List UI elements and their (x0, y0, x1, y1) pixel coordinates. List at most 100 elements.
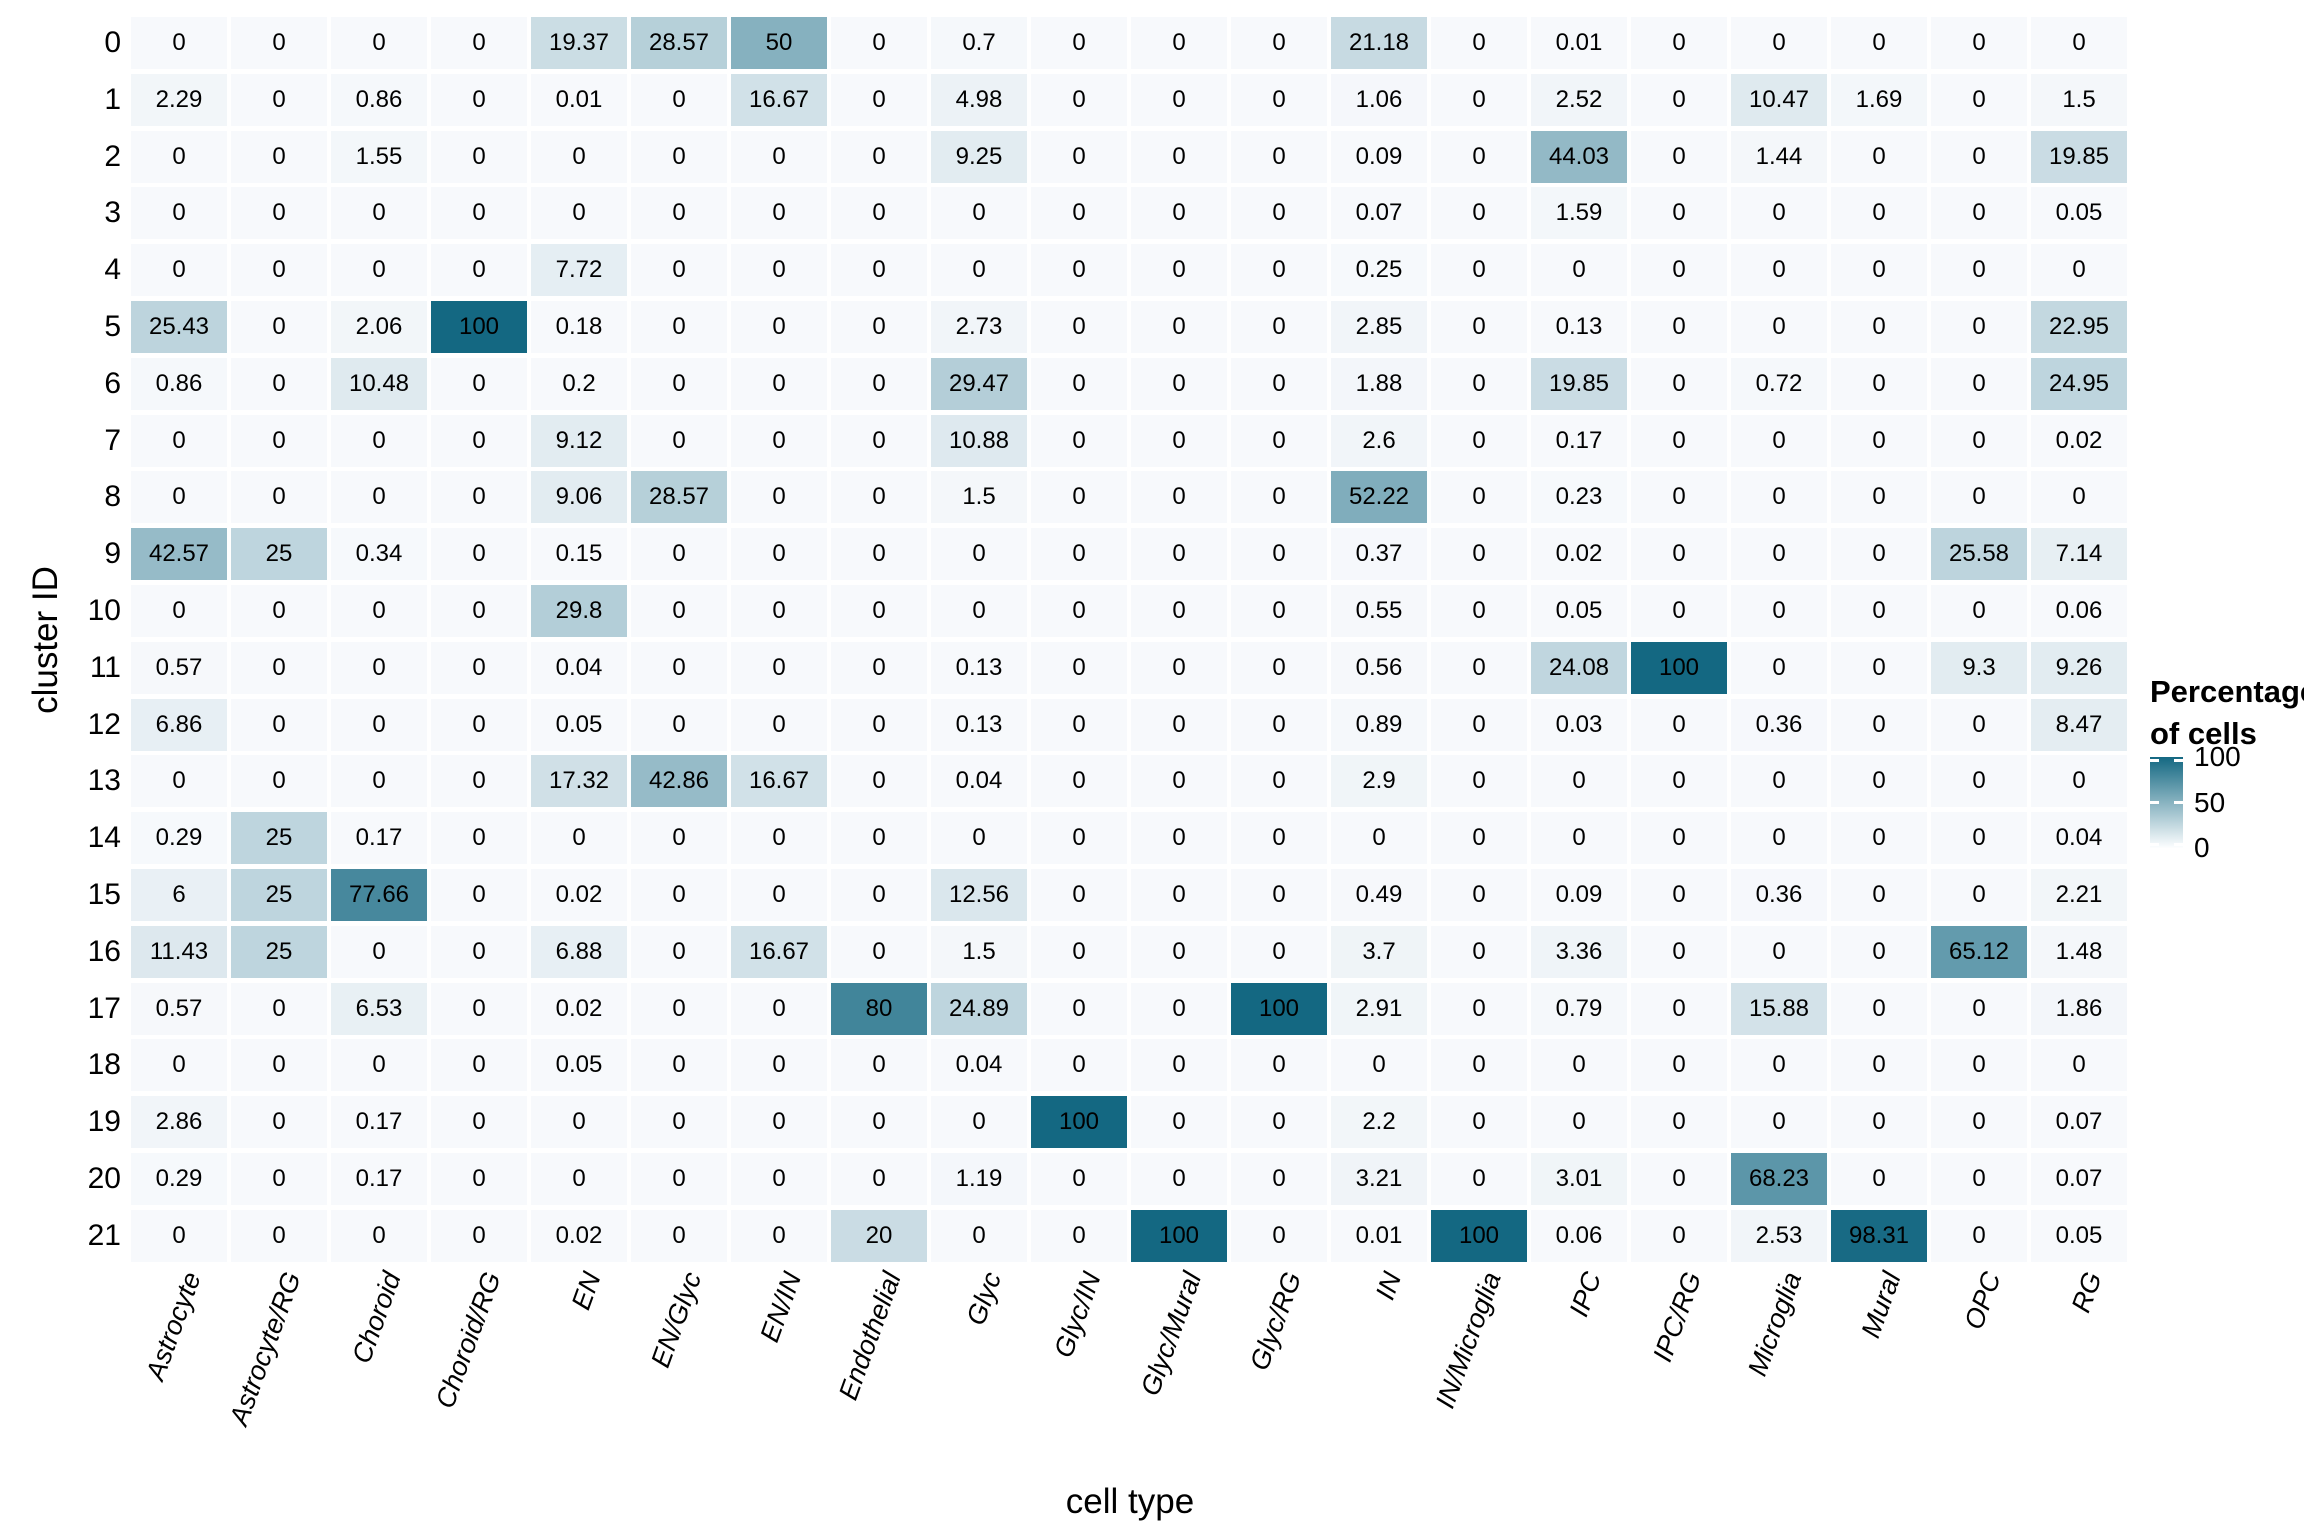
heatmap-cell: 24.08 (1531, 641, 1627, 694)
heatmap-cell: 0 (1931, 357, 2027, 410)
heatmap-cell: 0 (1731, 584, 1827, 637)
heatmap-cell: 0 (831, 300, 927, 353)
heatmap-cell: 0 (931, 187, 1027, 240)
heatmap-cell: 0 (331, 187, 427, 240)
heatmap-cell: 100 (1231, 982, 1327, 1035)
heatmap-cell: 25.43 (131, 300, 227, 353)
x-tick-label: IN (1369, 1268, 1408, 1304)
heatmap-cell: 0 (1431, 17, 1527, 69)
heatmap-cell: 16.67 (731, 755, 827, 808)
heatmap-cell: 0 (1231, 17, 1327, 69)
heatmap-cell: 0 (1431, 868, 1527, 921)
heatmap-cell: 9.25 (931, 130, 1027, 183)
y-tick-label: 12 (87, 707, 121, 741)
heatmap-cell: 22.95 (2031, 300, 2127, 353)
heatmap-cell: 0 (1031, 982, 1127, 1035)
heatmap-cell: 42.57 (131, 528, 227, 581)
heatmap-cell: 0 (1931, 1096, 2027, 1149)
heatmap-cell: 0.05 (531, 698, 627, 751)
heatmap-cell: 0.07 (1331, 187, 1427, 240)
heatmap-cell: 1.44 (1731, 130, 1827, 183)
heatmap-cell: 1.59 (1531, 187, 1627, 240)
heatmap-cell: 24.89 (931, 982, 1027, 1035)
heatmap-cell: 0 (1631, 982, 1727, 1035)
heatmap-cell: 0 (731, 414, 827, 467)
heatmap-cell: 0 (631, 868, 727, 921)
heatmap-cell: 3.36 (1531, 925, 1627, 978)
y-tick-label: 17 (87, 991, 121, 1025)
heatmap-cell: 0 (1931, 755, 2027, 808)
y-tick-label: 0 (104, 26, 121, 59)
heatmap-cell: 0 (1031, 812, 1127, 865)
heatmap-cell: 0 (1731, 244, 1827, 297)
heatmap-cell: 0 (1031, 1039, 1127, 1092)
heatmap-cell: 3.01 (1531, 1152, 1627, 1205)
heatmap-cell: 0 (1631, 812, 1727, 865)
heatmap-cell: 0 (1131, 1152, 1227, 1205)
heatmap-cell: 0.09 (1331, 130, 1427, 183)
heatmap-cell: 0 (1531, 812, 1627, 865)
heatmap-cell: 0 (1931, 187, 2027, 240)
heatmap-cell: 0 (1931, 868, 2027, 921)
heatmap-cell: 9.3 (1931, 641, 2027, 694)
heatmap-cell: 0 (631, 414, 727, 467)
heatmap-cell: 2.73 (931, 300, 1027, 353)
heatmap-cell: 0 (731, 698, 827, 751)
heatmap-cell: 0 (1631, 528, 1727, 581)
heatmap-cell: 0 (1831, 982, 1927, 1035)
heatmap-cell: 0 (1031, 471, 1127, 524)
heatmap-cell: 0 (731, 244, 827, 297)
heatmap-cell: 1.5 (931, 471, 1027, 524)
legend-tick-mark (2174, 843, 2183, 846)
heatmap-cell: 0 (1631, 357, 1727, 410)
heatmap-cell: 3.21 (1331, 1152, 1427, 1205)
heatmap-cell: 0.7 (931, 17, 1027, 69)
heatmap-cell: 0 (831, 414, 927, 467)
heatmap-cell: 0 (1831, 1152, 1927, 1205)
heatmap-cell: 0 (131, 1039, 227, 1092)
heatmap-cell: 25 (231, 812, 327, 865)
heatmap-cell: 0 (1931, 1209, 2027, 1262)
heatmap-cell: 0 (1931, 698, 2027, 751)
heatmap-cell: 2.85 (1331, 300, 1427, 353)
heatmap-cell: 0 (1131, 528, 1227, 581)
heatmap-cell: 1.5 (2031, 73, 2127, 126)
legend-tick-label: 50 (2194, 786, 2226, 818)
heatmap-cell: 0 (431, 1039, 527, 1092)
heatmap-cell: 0 (1131, 1039, 1227, 1092)
heatmap-cell: 0 (1431, 925, 1527, 978)
heatmap-cell: 0.07 (2031, 1096, 2127, 1149)
heatmap-cell: 1.19 (931, 1152, 1027, 1205)
heatmap-cell: 0 (631, 584, 727, 637)
heatmap-cell: 0 (1231, 812, 1327, 865)
heatmap-cell: 0 (1631, 73, 1727, 126)
heatmap-cell: 10.47 (1731, 73, 1827, 126)
heatmap-cell: 0 (1831, 641, 1927, 694)
heatmap-cell: 0 (1731, 17, 1827, 69)
y-tick-label: 13 (87, 764, 121, 798)
heatmap-cell: 1.86 (2031, 982, 2127, 1035)
heatmap-cell: 25.58 (1931, 528, 2027, 581)
heatmap-cell: 0 (1631, 1209, 1727, 1262)
heatmap-cell: 0 (1931, 1152, 2027, 1205)
heatmap-cell: 0 (1131, 641, 1227, 694)
heatmap-cell: 0.86 (131, 357, 227, 410)
heatmap-cell: 0 (1831, 17, 1927, 69)
heatmap-cell: 0 (1431, 641, 1527, 694)
heatmap-cell: 0.36 (1731, 698, 1827, 751)
heatmap-cell: 10.48 (331, 357, 427, 410)
heatmap-cell: 9.12 (531, 414, 627, 467)
heatmap-cell: 0 (1031, 755, 1127, 808)
heatmap-cell: 0 (431, 1152, 527, 1205)
heatmap-cell: 0 (1631, 1096, 1727, 1149)
heatmap-cell: 100 (1631, 641, 1727, 694)
heatmap-cell: 0 (231, 300, 327, 353)
heatmap-cell: 0 (1231, 244, 1327, 297)
heatmap-cell: 0.04 (931, 1039, 1027, 1092)
legend-title: of cells (2150, 716, 2257, 751)
heatmap-cell: 0 (831, 812, 927, 865)
x-tick-label: Mural (1855, 1268, 1908, 1342)
heatmap-cell: 0 (431, 471, 527, 524)
heatmap-cell: 0 (1631, 244, 1727, 297)
heatmap-cell: 0 (431, 584, 527, 637)
